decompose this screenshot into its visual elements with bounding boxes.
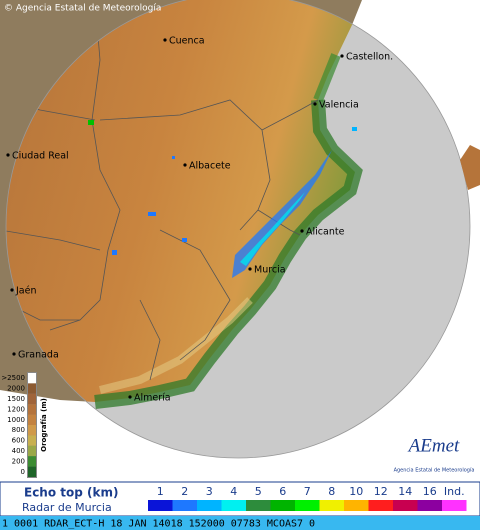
- legend-label: 7: [304, 485, 311, 498]
- legend-swatch: [319, 500, 344, 511]
- borders: [6, 0, 319, 381]
- orography-scale: Orografía (m) >2500200015001200100080060…: [1, 372, 48, 478]
- city-label: Ciudad Real: [12, 151, 69, 162]
- oro-swatch: [28, 456, 36, 467]
- city-label: Albacete: [189, 161, 231, 172]
- legend-swatch: [368, 500, 393, 511]
- legend-label: 5: [255, 485, 262, 498]
- oro-label: 400: [12, 447, 25, 455]
- oro-swatch: [28, 425, 36, 436]
- legend-swatch: [393, 500, 418, 511]
- oro-swatch: [28, 404, 36, 415]
- oro-label: 800: [12, 426, 25, 434]
- city-label: Granada: [18, 350, 59, 361]
- oro-swatch: [28, 414, 36, 425]
- oro-label: 1200: [7, 405, 25, 413]
- legend-swatch: [442, 500, 467, 511]
- oro-swatch: [28, 393, 36, 405]
- city-label: Valencia: [319, 100, 359, 111]
- copyright: © Agencia Estatal de Meteorología: [4, 4, 161, 14]
- city-label: Alicante: [306, 227, 345, 238]
- oro-label: 1500: [7, 395, 25, 403]
- legend-swatch: [221, 500, 246, 511]
- oro-swatch: [28, 383, 36, 394]
- echoes: [88, 120, 357, 278]
- oro-label: 1000: [7, 416, 25, 424]
- oro-title: Orografía (m): [40, 398, 48, 452]
- land: [6, 0, 362, 402]
- legend-swatch: [295, 500, 320, 511]
- legend-label: 14: [398, 485, 412, 498]
- legend-swatch: [417, 500, 442, 511]
- city-markers: [6, 38, 344, 399]
- legend-label: 6: [279, 485, 286, 498]
- oro-swatch: [28, 466, 36, 477]
- city-label: Almería: [134, 393, 171, 404]
- legend-label: 2: [181, 485, 188, 498]
- radar-range: [5, 0, 471, 459]
- oro-swatch: [28, 373, 36, 384]
- coastal-plain: [94, 99, 363, 409]
- city-label: Jaén: [15, 286, 37, 297]
- legend-swatch: [197, 500, 222, 511]
- legend-title: Echo top (km): [24, 486, 118, 500]
- legend-subtitle: Radar de Murcia: [22, 501, 112, 514]
- oro-label: 2000: [7, 385, 25, 393]
- oro-label: 600: [12, 437, 25, 445]
- logo-name: AEmet: [407, 435, 460, 456]
- legend-swatch: [270, 500, 295, 511]
- oro-swatch: [28, 445, 36, 457]
- legend-label: Ind.: [444, 485, 465, 498]
- logo-box: [392, 430, 476, 478]
- legend-swatch: [344, 500, 369, 511]
- legend-label: 8: [328, 485, 335, 498]
- legend-swatch: [148, 500, 173, 511]
- legend: Echo top (km) Radar de Murcia 1 2 3 4 5 6 7 8 10…: [0, 481, 480, 517]
- legend-swatch: [246, 500, 271, 511]
- island: [460, 145, 480, 190]
- legend-label: 3: [206, 485, 213, 498]
- coastal-plain: [313, 53, 341, 102]
- legend-label: 16: [423, 485, 437, 498]
- oro-label: 0: [21, 468, 25, 476]
- oro-label: >2500: [1, 374, 25, 382]
- logo: AEmet Agencia Estatal de Meteorología: [392, 430, 476, 478]
- legend-label: 10: [349, 485, 363, 498]
- oro-swatch: [28, 435, 36, 446]
- logo-subtitle: Agencia Estatal de Meteorología: [394, 467, 475, 474]
- oro-label: 200: [12, 457, 25, 465]
- legend-swatch: [172, 500, 197, 511]
- legend-label: 1: [157, 485, 164, 498]
- status-bar: [0, 516, 480, 530]
- city-label: Murcia: [254, 265, 286, 276]
- city-label: Castellon.: [346, 52, 393, 63]
- radar-area: [6, 0, 470, 458]
- legend-label: 12: [374, 485, 388, 498]
- city-label: Cuenca: [169, 36, 205, 47]
- legend-label: 4: [230, 485, 237, 498]
- status-text: 1 0001 RDAR_ECT-H 18 JAN 14018 152000 07…: [2, 519, 315, 530]
